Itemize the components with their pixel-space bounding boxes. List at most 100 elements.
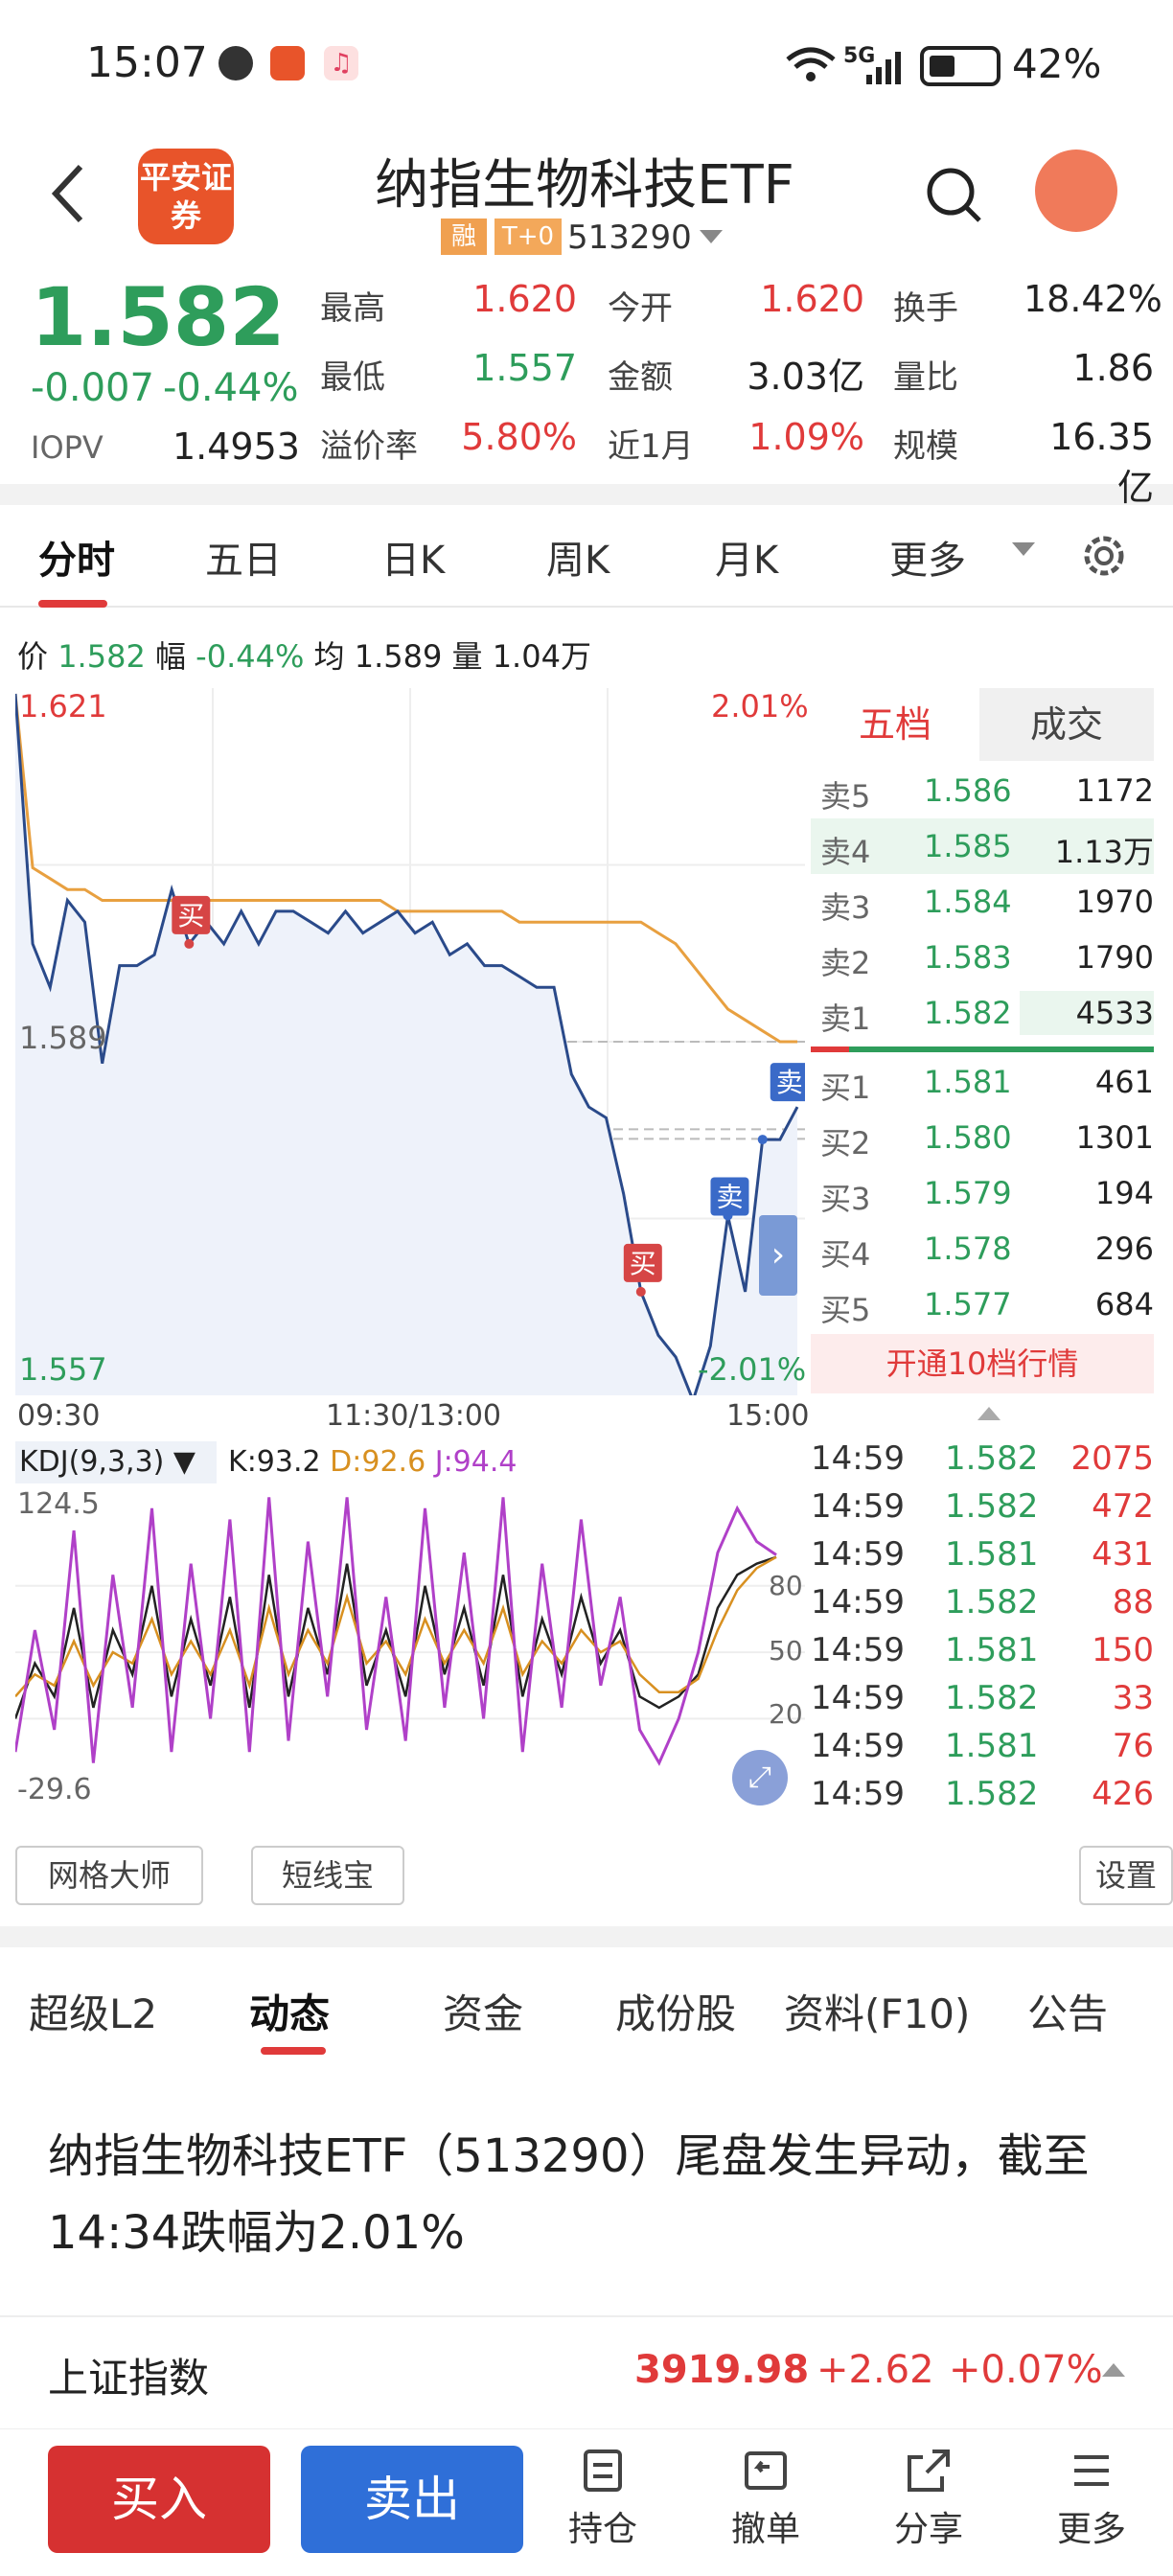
tick-time: 14:59 bbox=[811, 1631, 905, 1669]
ask-label: 卖1 bbox=[820, 1000, 871, 1037]
ask-price: 1.583 bbox=[924, 939, 1012, 976]
more-dropdown-icon[interactable] bbox=[1012, 542, 1035, 558]
tick-time: 14:59 bbox=[811, 1487, 905, 1526]
assistant-avatar[interactable] bbox=[1035, 150, 1117, 232]
quote-value: 18.42% bbox=[1024, 278, 1162, 320]
tab-5[interactable]: 更多 bbox=[889, 539, 966, 583]
nav-holdings[interactable]: 持仓 bbox=[550, 2446, 656, 2551]
bid-volume: 1301 bbox=[1075, 1119, 1154, 1156]
subtab-1[interactable]: 动态 bbox=[249, 1990, 331, 2037]
ask-row[interactable]: 卖2 1.583 1790 bbox=[811, 930, 1154, 985]
news-headline[interactable]: 纳指生物科技ETF（513290）尾盘发生异动，截至14:34跌幅为2.01% bbox=[48, 2129, 1090, 2260]
bid-volume: 194 bbox=[1094, 1175, 1154, 1211]
price-area bbox=[15, 694, 797, 1395]
bid-row[interactable]: 买2 1.580 1301 bbox=[811, 1110, 1154, 1165]
tick-time: 14:59 bbox=[811, 1679, 905, 1717]
quote-value: 1.620 bbox=[472, 278, 577, 320]
security-code: 513290 bbox=[567, 218, 692, 257]
quote-value: 1.86 bbox=[1072, 347, 1154, 389]
x-label-close: 15:00 bbox=[726, 1399, 810, 1433]
nav-cancel[interactable]: 撤单 bbox=[713, 2446, 818, 2551]
ask-row[interactable]: 卖3 1.584 1970 bbox=[811, 874, 1154, 930]
buy-button[interactable]: 买入 bbox=[48, 2446, 270, 2553]
nav-share[interactable]: 分享 bbox=[876, 2446, 981, 2551]
quote-label: 最低 bbox=[320, 358, 385, 397]
chart-ymin: 1.557 bbox=[19, 1351, 107, 1388]
fullscreen-icon[interactable]: ⤢ bbox=[732, 1750, 788, 1806]
subtab-2[interactable]: 资金 bbox=[443, 1990, 524, 2037]
subtab-4[interactable]: 资料(F10) bbox=[784, 1990, 971, 2037]
bid-price: 1.579 bbox=[924, 1175, 1012, 1211]
tick-price: 1.582 bbox=[945, 1487, 1039, 1526]
trade-marker[interactable] bbox=[710, 1177, 749, 1216]
tick-price: 1.582 bbox=[945, 1583, 1039, 1622]
subtab-3[interactable]: 成份股 bbox=[615, 1990, 737, 2037]
menu-icon bbox=[1074, 2455, 1109, 2486]
bid-label: 买1 bbox=[820, 1070, 871, 1106]
info-price-label: 价 bbox=[17, 638, 49, 675]
ask-row[interactable]: 卖4 1.585 1.13万 bbox=[811, 818, 1154, 874]
search-icon[interactable] bbox=[924, 165, 985, 226]
tab-1[interactable]: 五日 bbox=[205, 539, 282, 583]
k-name: K bbox=[228, 1445, 247, 1479]
trade-marker[interactable] bbox=[770, 1063, 805, 1102]
ask-volume: 1970 bbox=[1075, 884, 1154, 920]
quote-label: 规模 bbox=[893, 427, 958, 466]
kdj-ref-80: 80 bbox=[769, 1570, 803, 1601]
back-icon[interactable] bbox=[50, 163, 88, 224]
code-dropdown-icon[interactable] bbox=[700, 230, 723, 245]
ask-volume: 1172 bbox=[1075, 772, 1154, 809]
tab-3[interactable]: 周K bbox=[546, 539, 610, 583]
ask-row[interactable]: 卖1 1.582 4533 bbox=[811, 985, 1154, 1041]
battery-icon bbox=[920, 46, 1000, 86]
bid-row[interactable]: 买1 1.581 461 bbox=[811, 1054, 1154, 1110]
kdj-selector[interactable]: KDJ(9,3,3) ▼ bbox=[15, 1441, 217, 1484]
tick-row: 14:59 1.581 431 bbox=[811, 1535, 1154, 1581]
ask-label: 卖3 bbox=[820, 889, 871, 926]
bid-row[interactable]: 买4 1.578 296 bbox=[811, 1221, 1154, 1276]
trade-marker[interactable] bbox=[172, 895, 211, 934]
tick-volume: 426 bbox=[1092, 1775, 1154, 1813]
trade-marker-dot bbox=[184, 938, 195, 949]
bid-row[interactable]: 买3 1.579 194 bbox=[811, 1165, 1154, 1221]
nav-more[interactable]: 更多 bbox=[1039, 2446, 1144, 2551]
bid-volume: 461 bbox=[1094, 1064, 1154, 1100]
tab-0[interactable]: 分时 bbox=[38, 539, 115, 583]
grid-master-button[interactable]: 网格大师 bbox=[15, 1846, 203, 1905]
sell-button[interactable]: 卖出 bbox=[301, 2446, 523, 2553]
tick-row: 14:59 1.582 33 bbox=[811, 1679, 1154, 1725]
kdj-chart[interactable] bbox=[15, 1487, 805, 1828]
subtab-5[interactable]: 公告 bbox=[1027, 1990, 1109, 2037]
index-change-pct: +0.07% bbox=[949, 2348, 1103, 2392]
music-icon: ♫ bbox=[324, 46, 358, 80]
tab-five-levels[interactable]: 五档 bbox=[811, 688, 979, 761]
tick-price: 1.582 bbox=[945, 1775, 1039, 1813]
chart-pctmin: -2.01% bbox=[698, 1351, 807, 1388]
tab-trades[interactable]: 成交 bbox=[979, 688, 1154, 761]
trade-marker[interactable] bbox=[623, 1243, 662, 1282]
tab-2[interactable]: 日K bbox=[381, 539, 446, 583]
kdj-values: K:93.2 D:92.6 J:94.4 bbox=[228, 1445, 518, 1479]
price-line bbox=[15, 693, 799, 1395]
tools-settings-button[interactable]: 设置 bbox=[1079, 1846, 1173, 1905]
collapse-up-icon[interactable] bbox=[978, 1407, 1000, 1422]
kdj-line-d bbox=[15, 1555, 777, 1698]
bid-row[interactable]: 买5 1.577 684 bbox=[811, 1276, 1154, 1332]
chart-expand-arrow[interactable]: › bbox=[759, 1215, 797, 1296]
quote-label: 金额 bbox=[608, 358, 673, 397]
tab-4[interactable]: 月K bbox=[715, 539, 779, 583]
subtab-0[interactable]: 超级L2 bbox=[29, 1990, 158, 2037]
price-change-pct: -0.44% bbox=[163, 366, 299, 410]
chart-ymax: 1.621 bbox=[19, 688, 107, 724]
tick-price: 1.581 bbox=[945, 1727, 1039, 1765]
open-level10-button[interactable]: 开通10档行情 bbox=[811, 1334, 1154, 1393]
index-bar[interactable]: 上证指数 3919.98 +2.62 +0.07% bbox=[0, 2315, 1173, 2428]
bid-price: 1.580 bbox=[924, 1119, 1012, 1156]
settings-icon[interactable] bbox=[1077, 529, 1131, 583]
tick-volume: 2075 bbox=[1070, 1439, 1154, 1478]
kdj-ref-20: 20 bbox=[769, 1698, 803, 1730]
tick-row: 14:59 1.582 2075 bbox=[811, 1439, 1154, 1485]
ask-row[interactable]: 卖5 1.586 1172 bbox=[811, 763, 1154, 818]
short-line-button[interactable]: 短线宝 bbox=[251, 1846, 404, 1905]
